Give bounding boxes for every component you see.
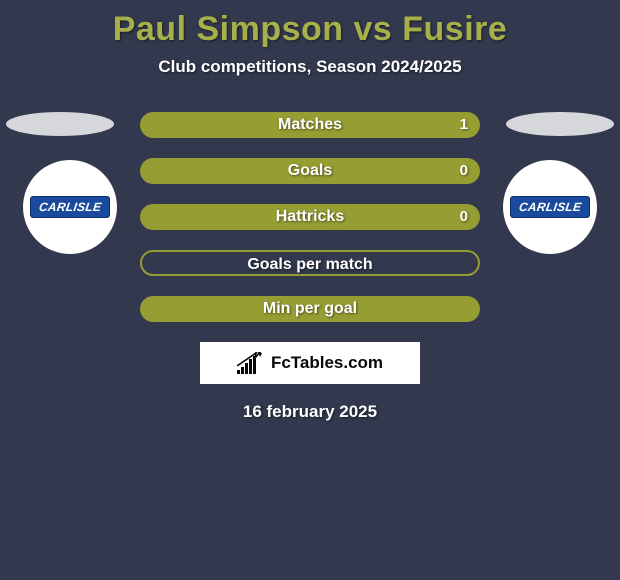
club-plate-left: CARLISLE (30, 196, 110, 218)
stats-list: Matches1Goals0Hattricks0Goals per matchM… (140, 112, 480, 322)
stat-row: Goals per match (140, 250, 480, 276)
club-plate-right: CARLISLE (510, 196, 590, 218)
page-subtitle: Club competitions, Season 2024/2025 (0, 57, 620, 77)
stat-label: Hattricks (140, 204, 480, 230)
flag-right (506, 112, 614, 136)
page-title: Paul Simpson vs Fusire (0, 0, 620, 49)
stat-label: Matches (140, 112, 480, 138)
club-badge-right: CARLISLE (503, 160, 597, 254)
fctables-logo-icon (237, 352, 265, 374)
stat-row: Hattricks0 (140, 204, 480, 230)
club-badge-left: CARLISLE (23, 160, 117, 254)
stat-row: Matches1 (140, 112, 480, 138)
club-name-right: CARLISLE (518, 200, 582, 214)
stat-row: Min per goal (140, 296, 480, 322)
comparison-panel: CARLISLE CARLISLE Matches1Goals0Hattrick… (0, 112, 620, 422)
stat-value-right: 0 (460, 158, 468, 184)
stat-label: Goals (140, 158, 480, 184)
stat-label: Min per goal (140, 296, 480, 322)
branding-text: FcTables.com (271, 353, 383, 373)
stat-value-right: 1 (460, 112, 468, 138)
snapshot-date: 16 february 2025 (0, 402, 620, 422)
stat-value-right: 0 (460, 204, 468, 230)
stat-row: Goals0 (140, 158, 480, 184)
branding-box: FcTables.com (200, 342, 420, 384)
stat-label: Goals per match (142, 252, 478, 278)
club-name-left: CARLISLE (38, 200, 102, 214)
flag-left (6, 112, 114, 136)
